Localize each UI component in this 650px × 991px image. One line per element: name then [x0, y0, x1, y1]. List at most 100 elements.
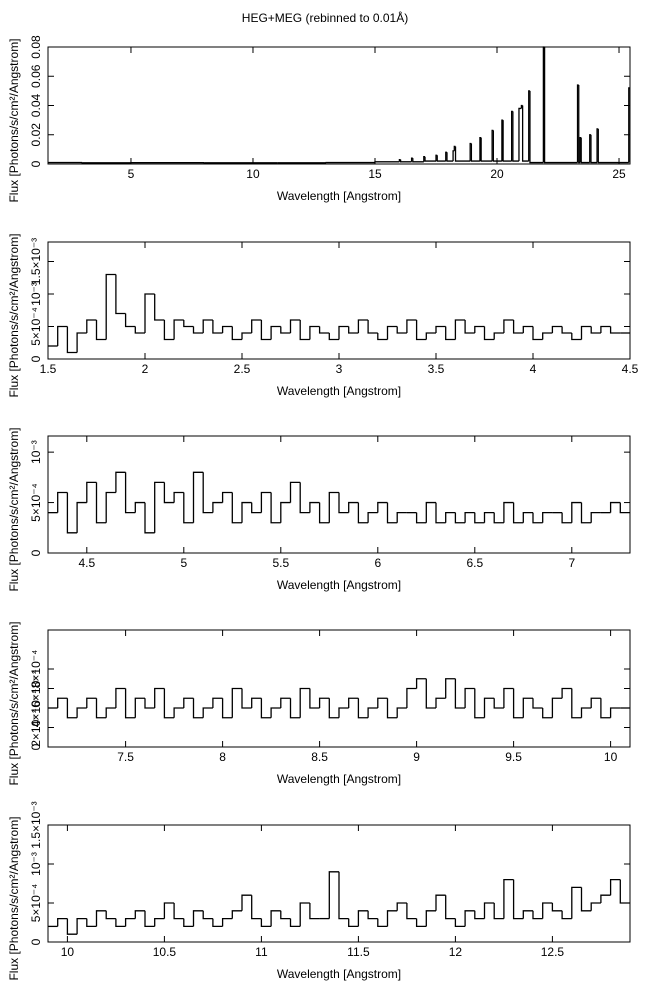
spectrum-step — [328, 333, 339, 341]
y-tick-label: 1.5×10⁻³ — [29, 801, 43, 848]
spectrum-step — [192, 698, 204, 719]
spectrum-step — [628, 87, 630, 163]
x-axis-label: Wavelength [Angstrom] — [277, 772, 401, 786]
spectrum-step — [415, 678, 427, 689]
y-tick-label: 0.08 — [29, 35, 43, 59]
spectrum-step — [309, 903, 320, 920]
plot-frame — [47, 435, 631, 554]
x-tick-label: 25 — [612, 167, 626, 181]
spectrum-step — [154, 687, 165, 708]
x-axis-label: Wavelength [Angstrom] — [277, 189, 401, 203]
spectrum-step — [374, 161, 400, 163]
spectrum-step — [134, 326, 145, 334]
spectrum-step — [597, 128, 629, 164]
x-tick-label: 6.5 — [466, 556, 483, 570]
spectrum-step — [406, 319, 417, 333]
spectrum-step — [551, 903, 563, 912]
spectrum-step — [115, 274, 126, 315]
spectrum-step — [436, 155, 446, 162]
spectrum-step — [367, 707, 378, 718]
spectrum-step — [452, 150, 455, 162]
spectrum-step — [318, 697, 330, 708]
spectrum-step — [115, 687, 126, 708]
y-tick-label: 5×10⁻⁴ — [29, 483, 43, 522]
spectrum-step — [454, 512, 466, 524]
spectrum-step — [600, 894, 611, 903]
spectrum-step — [66, 326, 78, 354]
spectrum-step — [521, 105, 529, 162]
spectrum-step — [590, 326, 601, 334]
spectrum-step — [580, 137, 590, 164]
spectrum-step — [348, 326, 359, 334]
y-tick-label: 0.02 — [29, 123, 43, 147]
x-tick-label: 6 — [374, 556, 381, 570]
spectrum-step — [470, 143, 480, 162]
spectrum-step — [609, 878, 621, 896]
chart-title: HEG+MEG (rebinned to 0.01Å) — [242, 10, 408, 25]
spectrum-step — [561, 512, 572, 524]
spectrum-step — [124, 688, 136, 719]
spectrum-step — [425, 910, 436, 927]
spectrum-step — [551, 325, 563, 333]
spectrum-step — [367, 320, 378, 334]
x-tick-label: 4.5 — [78, 556, 95, 570]
spectrum-step — [386, 698, 398, 719]
y-tick-label: 0 — [29, 549, 43, 556]
spectrum-step — [192, 471, 204, 523]
spectrum-step — [260, 491, 272, 513]
spectrum-step — [415, 918, 427, 928]
spectrum-step — [590, 134, 598, 164]
y-tick-label: 0.06 — [29, 64, 43, 88]
spectrum-step — [445, 512, 456, 523]
x-tick-label: 12 — [449, 945, 463, 959]
spectrum-step — [474, 688, 485, 719]
spectrum-step — [231, 492, 242, 524]
spectrum-step — [503, 687, 514, 708]
spectrum-step — [212, 697, 223, 708]
spectrum-step — [357, 910, 369, 927]
spectrum-step — [76, 917, 87, 935]
spectrum-step — [386, 325, 398, 340]
y-axis-label: Flux [Photons/s/cm²/Angstrom] — [7, 233, 21, 397]
x-tick-label: 9 — [413, 750, 420, 764]
spectrum-step — [454, 918, 466, 928]
spectrum-step — [134, 697, 145, 718]
spectrum-step — [425, 332, 436, 340]
spectrum-step — [503, 319, 514, 333]
spectrum-step — [86, 697, 97, 708]
spectrum-step — [425, 678, 436, 709]
spectrum-step — [124, 313, 136, 328]
y-tick-label: 6×10⁻⁴ — [29, 669, 43, 708]
x-tick-label: 2 — [142, 362, 149, 376]
spectrum-step — [454, 678, 466, 709]
spectrum-step — [144, 910, 155, 928]
spectrum-step — [609, 707, 621, 718]
spectrum-step — [493, 698, 504, 709]
spectrum-step — [212, 320, 223, 334]
spectrum-step — [529, 90, 544, 164]
spectrum-step — [445, 326, 456, 341]
spectrum-step — [532, 512, 543, 524]
spectrum-step — [86, 918, 97, 928]
spectrum-step — [192, 326, 204, 334]
spectrum-step — [270, 492, 281, 524]
spectrum-step — [154, 917, 165, 927]
spectrum-step — [425, 501, 436, 523]
spectrum-step — [57, 697, 68, 708]
spectrum-step — [105, 910, 116, 920]
y-tick-label: 0 — [29, 743, 43, 750]
spectrum-step — [493, 332, 504, 340]
y-tick-label: 10⁻³ — [29, 852, 43, 876]
spectrum-step — [561, 326, 572, 334]
x-axis-label: Wavelength [Angstrom] — [277, 967, 401, 981]
spectrum-step — [464, 320, 475, 334]
spectrum-step — [95, 320, 107, 341]
spectrum-step — [483, 326, 495, 341]
spectrum-step — [241, 332, 252, 340]
x-tick-label: 5.5 — [272, 556, 289, 570]
x-tick-label: 20 — [490, 167, 504, 181]
x-tick-label: 7.5 — [117, 750, 134, 764]
spectrum-step — [76, 332, 87, 353]
spectrum-step — [251, 319, 262, 333]
spectrum-step — [328, 871, 339, 919]
